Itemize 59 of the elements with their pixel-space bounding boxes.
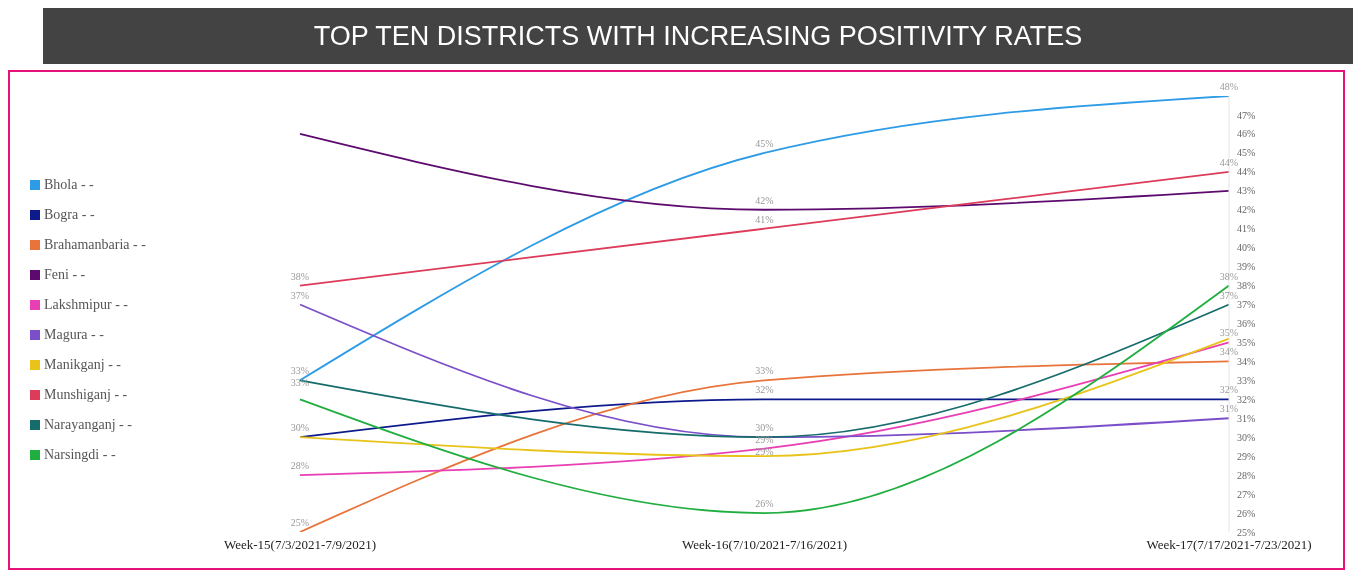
data-label: 42%	[755, 194, 774, 206]
data-label: 44%	[1219, 156, 1239, 168]
data-label: 31%	[1219, 403, 1239, 415]
data-label: 38%	[290, 270, 310, 282]
data-label: 33%	[290, 365, 310, 377]
legend-label: Feni - -	[44, 267, 86, 282]
legend-label: Brahamanbaria - -	[44, 237, 146, 252]
y-tick-label: 45%	[1237, 147, 1256, 159]
legend-label: Narsingdi - -	[44, 447, 116, 462]
y-tick-label: 27%	[1237, 488, 1256, 500]
x-tick-label: Week-17(7/17/2021-7/23/2021)	[1146, 537, 1312, 553]
y-tick-label: 32%	[1237, 393, 1256, 405]
data-label: 33%	[290, 377, 310, 389]
y-tick-label: 47%	[1237, 109, 1256, 121]
y-tick-label: 30%	[1237, 431, 1256, 443]
data-label: 30%	[290, 422, 310, 434]
data-label: 28%	[290, 460, 310, 472]
data-label: 35%	[1219, 327, 1239, 339]
legend-label: Bogra - -	[44, 207, 95, 222]
x-tick-label: Week-15(7/3/2021-7/9/2021)	[223, 537, 377, 553]
legend-label: Bhola - -	[44, 177, 94, 192]
data-label: 37%	[290, 289, 310, 301]
y-tick-label: 33%	[1237, 374, 1256, 386]
y-tick-label: 26%	[1237, 507, 1256, 519]
y-tick-label: 37%	[1237, 299, 1256, 311]
data-label: 37%	[1219, 289, 1239, 301]
chart-title: TOP TEN DISTRICTS WITH INCREASING POSITIVITY RATES	[43, 8, 1353, 64]
y-tick-label: 39%	[1237, 261, 1256, 273]
y-tick-label: 36%	[1237, 318, 1256, 330]
legend-label: Munshiganj - -	[44, 387, 128, 402]
y-tick-label: 43%	[1237, 185, 1256, 197]
y-tick-label: 46%	[1237, 128, 1256, 140]
y-tick-label: 34%	[1237, 355, 1256, 367]
y-tick-label: 40%	[1237, 242, 1256, 254]
data-label: 38%	[1219, 270, 1239, 282]
y-tick-label: 28%	[1237, 469, 1256, 481]
y-tick-label: 42%	[1237, 204, 1256, 216]
y-tick-label: 29%	[1237, 450, 1256, 462]
y-tick-label: 44%	[1237, 166, 1256, 178]
data-label: 34%	[1219, 346, 1239, 358]
x-tick-label: Week-16(7/10/2021-7/16/2021)	[681, 537, 848, 553]
y-tick-label: 41%	[1237, 223, 1256, 235]
y-tick-label: 25%	[1237, 526, 1256, 538]
y-tick-label: 35%	[1237, 336, 1256, 348]
data-label: 48%	[1219, 81, 1239, 92]
data-label: 30%	[755, 422, 774, 434]
data-label: 33%	[755, 365, 774, 377]
legend-label: Narayanganj - -	[44, 417, 132, 432]
data-label: 26%	[755, 498, 774, 510]
data-label: 41%	[755, 213, 774, 225]
data-label: 25%	[290, 517, 310, 528]
data-label: 32%	[1219, 384, 1239, 396]
data-label: 45%	[755, 137, 774, 149]
y-tick-label: 38%	[1237, 280, 1256, 292]
legend-label: Manikganj - -	[44, 357, 121, 372]
y-tick-label: 31%	[1237, 412, 1256, 424]
data-label: 32%	[755, 384, 774, 396]
legend-label: Lakshmipur - -	[44, 297, 128, 312]
legend-label: Magura - -	[44, 327, 104, 342]
